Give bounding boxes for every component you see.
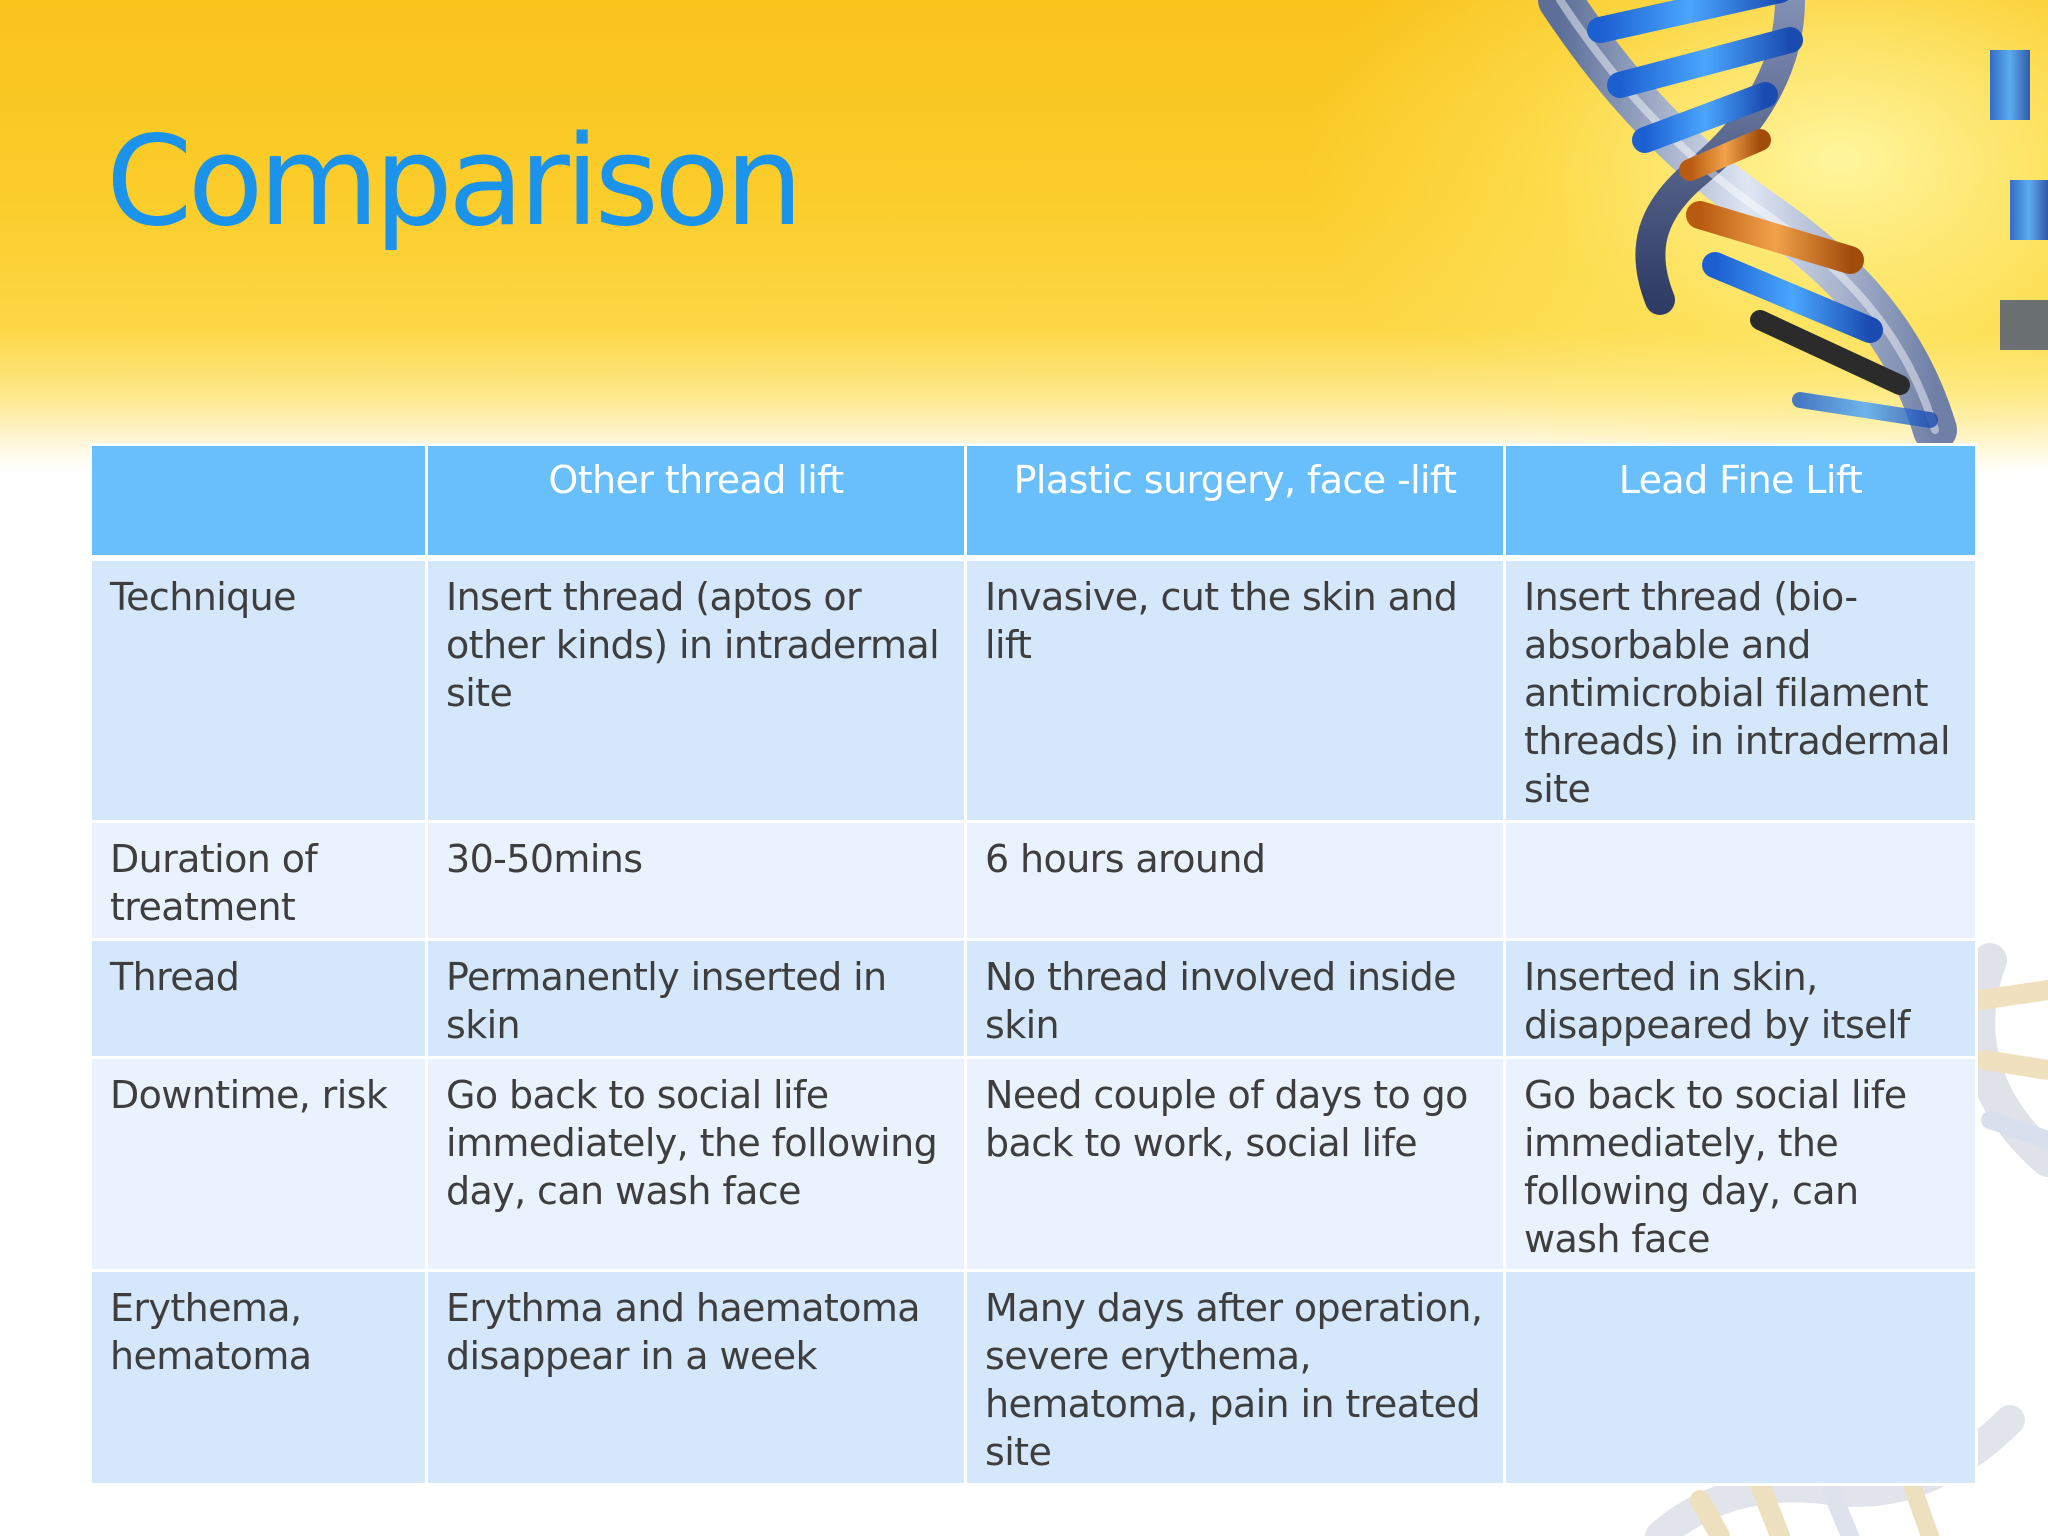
table-cell bbox=[1503, 1269, 1978, 1486]
row-label: Downtime, risk bbox=[89, 1056, 428, 1272]
table-cell: Erythma and haematoma disappear in a wee… bbox=[425, 1269, 967, 1486]
slide-title: Comparison bbox=[106, 110, 803, 254]
header-plastic-surgery: Plastic surgery, face -lift bbox=[964, 443, 1506, 561]
table-cell: Insert thread (bio-absorbable and antimi… bbox=[1503, 556, 1978, 823]
table-cell bbox=[1503, 820, 1978, 941]
row-label: Duration of treatment bbox=[89, 820, 428, 941]
header-lead-fine-lift: Lead Fine Lift bbox=[1503, 443, 1978, 561]
header-other-thread-lift: Other thread lift bbox=[425, 443, 967, 561]
table-cell: Go back to social life immediately, the … bbox=[425, 1056, 967, 1272]
table-cell: 30-50mins bbox=[425, 820, 967, 941]
table-cell: Permanently inserted in skin bbox=[425, 938, 967, 1059]
table-row: Technique Insert thread (aptos or other … bbox=[89, 556, 1978, 823]
comparison-table: Other thread lift Plastic surgery, face … bbox=[89, 443, 1978, 1486]
table-cell: Many days after operation, severe erythe… bbox=[964, 1269, 1506, 1486]
table-cell: Insert thread (aptos or other kinds) in … bbox=[425, 556, 967, 823]
header-cell-empty bbox=[89, 443, 428, 561]
table-cell: Need couple of days to go back to work, … bbox=[964, 1056, 1506, 1272]
table-row: Downtime, risk Go back to social life im… bbox=[89, 1056, 1978, 1272]
row-label: Thread bbox=[89, 938, 428, 1059]
row-label: Erythema, hematoma bbox=[89, 1269, 428, 1486]
table-header-row: Other thread lift Plastic surgery, face … bbox=[89, 443, 1978, 561]
table-cell: Go back to social life immediately, the … bbox=[1503, 1056, 1978, 1272]
table-row: Thread Permanently inserted in skin No t… bbox=[89, 938, 1978, 1059]
table-row: Duration of treatment 30-50mins 6 hours … bbox=[89, 820, 1978, 941]
table-cell: Inserted in skin, disappeared by itself bbox=[1503, 938, 1978, 1059]
table-row: Erythema, hematoma Erythma and haematoma… bbox=[89, 1269, 1978, 1486]
table-cell: Invasive, cut the skin and lift bbox=[964, 556, 1506, 823]
helix-top bbox=[1538, 0, 2048, 452]
table-cell: No thread involved inside skin bbox=[964, 938, 1506, 1059]
table-cell: 6 hours around bbox=[964, 820, 1506, 941]
row-label: Technique bbox=[89, 556, 428, 823]
